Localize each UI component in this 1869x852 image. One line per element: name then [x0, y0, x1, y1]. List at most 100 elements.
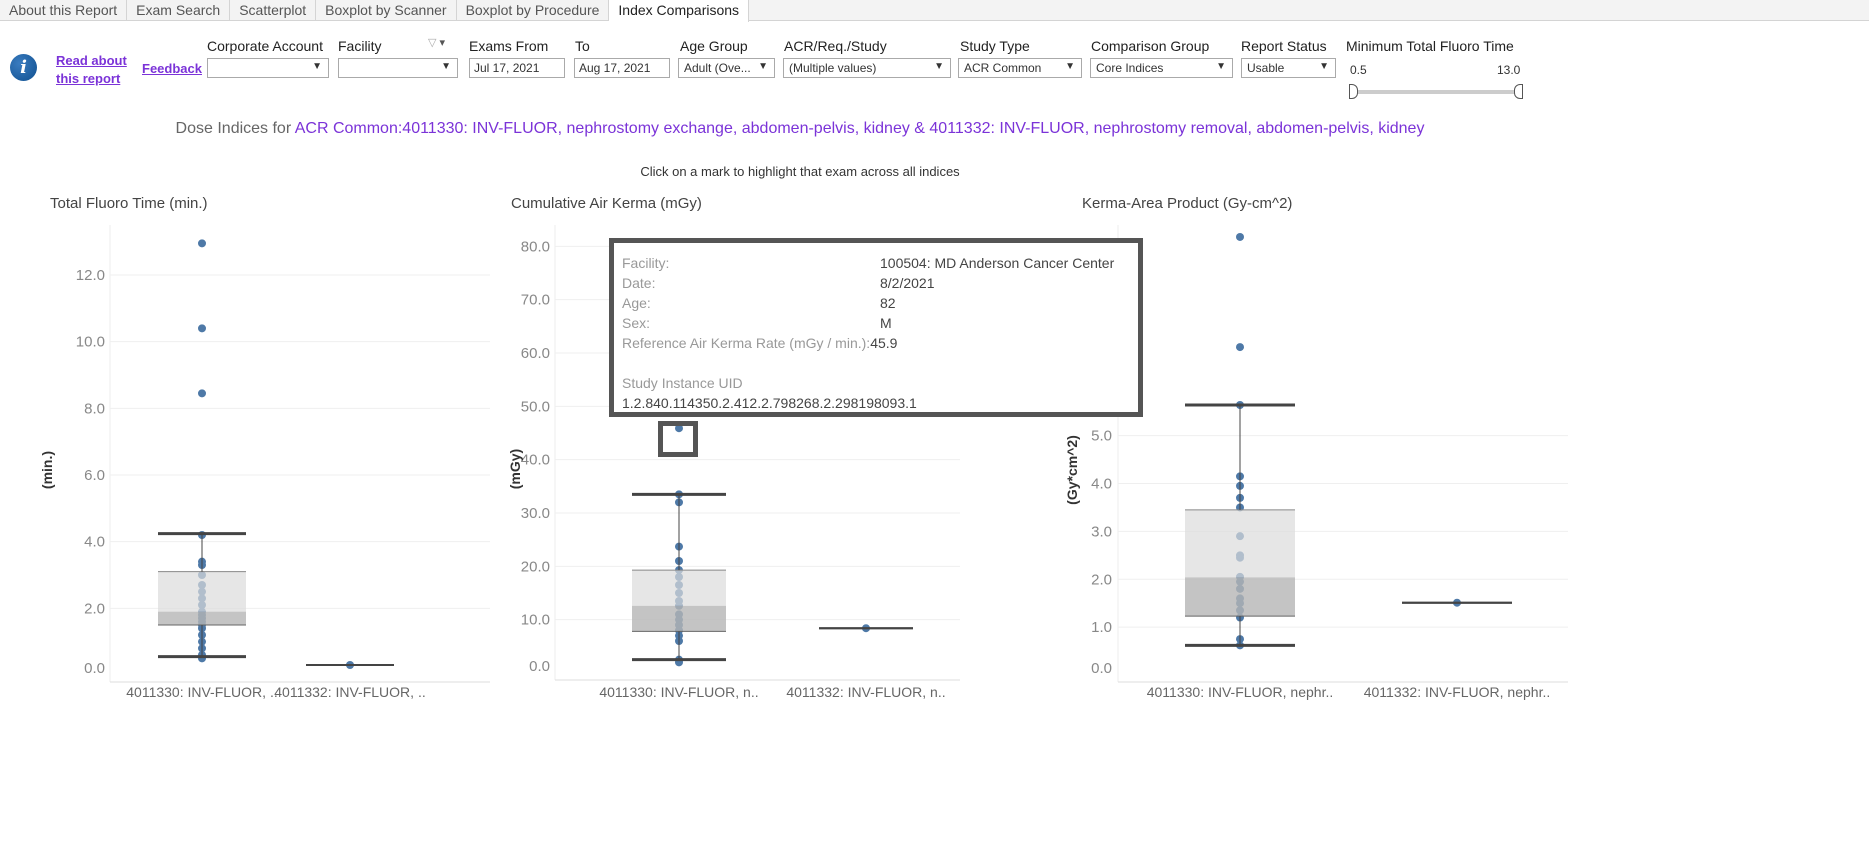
y-tick-label: 0.0: [84, 660, 105, 677]
fluoro-slider-track[interactable]: [1352, 90, 1522, 94]
corporate-account-dropdown[interactable]: ▼: [207, 58, 329, 78]
read-about-link[interactable]: Read about this report: [56, 53, 127, 86]
tooltip: Facility: 100504: MD Anderson Cancer Cen…: [609, 238, 1143, 417]
exams-from-input[interactable]: Jul 17, 2021: [469, 58, 565, 78]
tooltip-age-value: 82: [880, 295, 896, 311]
x-category-label: 4011330: INV-FLUOR, n..: [599, 684, 758, 700]
chevron-down-icon: ▼: [441, 61, 451, 72]
data-point[interactable]: [198, 324, 206, 333]
acr-study-dropdown[interactable]: (Multiple values) ▼: [783, 58, 951, 78]
slider-handle-min[interactable]: [1349, 84, 1358, 99]
chevron-down-icon: ▼: [312, 61, 322, 72]
x-category-label: 4011332: INV-FLUOR, ..: [274, 684, 425, 700]
age-group-value: Adult (Ove...: [684, 61, 751, 75]
y-tick-label: 40.0: [521, 452, 550, 469]
y-tick-label: 0.0: [1091, 660, 1112, 677]
chart-title-kap: Kerma-Area Product (Gy-cm^2): [1082, 195, 1293, 212]
data-point[interactable]: [1236, 232, 1244, 241]
tab-boxplot-scanner[interactable]: Boxplot by Scanner: [316, 0, 457, 21]
y-tick-label: 12.0: [76, 267, 105, 284]
y-tick-label: 4.0: [1091, 476, 1112, 493]
tab-scatterplot[interactable]: Scatterplot: [230, 0, 317, 21]
x-category-label: 4011330: INV-FLUOR, nephr..: [1147, 684, 1334, 700]
to-input[interactable]: Aug 17, 2021: [574, 58, 670, 78]
y-tick-label: 20.0: [521, 558, 550, 575]
data-point[interactable]: [1236, 343, 1244, 352]
exams-from-label: Exams From: [469, 38, 549, 54]
y-tick-label: 3.0: [1091, 523, 1112, 540]
y-tick-label: 70.0: [521, 292, 550, 309]
acr-study-value: (Multiple values): [789, 61, 877, 75]
slider-handle-max[interactable]: [1514, 84, 1523, 99]
y-tick-label: 10.0: [521, 612, 550, 629]
box-upper: [1185, 509, 1295, 578]
comparison-group-dropdown[interactable]: Core Indices ▼: [1090, 58, 1233, 78]
y-tick-label: 30.0: [521, 505, 550, 522]
info-icon[interactable]: i: [10, 54, 37, 81]
data-point[interactable]: [198, 239, 206, 248]
y-tick-label: 10.0: [76, 334, 105, 351]
filter-icon[interactable]: ▽ ▾: [428, 37, 446, 49]
chevron-down-icon: ▼: [934, 61, 944, 72]
box-lower: [632, 605, 726, 632]
feedback-link[interactable]: Feedback: [142, 61, 202, 76]
y-tick-label: 50.0: [521, 398, 550, 415]
to-label: To: [575, 38, 590, 54]
corporate-account-label: Corporate Account: [207, 38, 323, 54]
data-point[interactable]: [198, 389, 206, 398]
chevron-down-icon: ▼: [1216, 61, 1226, 72]
study-type-label: Study Type: [960, 38, 1030, 54]
y-tick-label: 2.0: [84, 600, 105, 617]
study-type-dropdown[interactable]: ACR Common ▼: [958, 58, 1082, 78]
tab-exam-search[interactable]: Exam Search: [127, 0, 231, 21]
report-status-value: Usable: [1247, 61, 1285, 75]
tab-about[interactable]: About this Report: [0, 0, 128, 21]
y-tick-label: 1.0: [1091, 619, 1112, 636]
study-type-value: ACR Common: [964, 61, 1042, 75]
chevron-down-icon: ▼: [1065, 61, 1075, 72]
y-tick-label: 6.0: [84, 467, 105, 484]
age-group-label: Age Group: [680, 38, 748, 54]
report-status-label: Report Status: [1241, 38, 1327, 54]
tooltip-uid-value: 1.2.840.114350.2.412.2.798268.2.29819809…: [622, 395, 917, 411]
chart-title-air-kerma: Cumulative Air Kerma (mGy): [511, 195, 702, 212]
facility-label: Facility: [338, 38, 382, 54]
x-category-label: 4011330: INV-FLUOR, ..: [126, 684, 277, 700]
acr-study-label: ACR/Req./Study: [784, 38, 887, 54]
tooltip-facility-value: 100504: MD Anderson Cancer Center: [880, 255, 1115, 271]
y-axis-title: (Gy*cm^2): [1064, 435, 1080, 505]
tooltip-date-value: 8/2/2021: [880, 275, 935, 291]
box-upper: [158, 571, 246, 612]
y-tick-label: 5.0: [1091, 428, 1112, 445]
chevron-down-icon: ▼: [758, 61, 768, 72]
chart-title-fluoro: Total Fluoro Time (min.): [50, 195, 208, 212]
box-upper: [632, 570, 726, 606]
box-lower: [1185, 577, 1295, 617]
tooltip-rate: Reference Air Kerma Rate (mGy / min.):45…: [622, 335, 897, 351]
tooltip-date-label: Date:: [622, 275, 656, 291]
tab-boxplot-procedure[interactable]: Boxplot by Procedure: [457, 0, 610, 21]
data-point[interactable]: [675, 424, 683, 433]
facility-dropdown[interactable]: ▼: [338, 58, 458, 78]
hint-text: Click on a mark to highlight that exam a…: [640, 164, 960, 179]
subtitle-prefix: Dose Indices for: [175, 120, 295, 137]
tooltip-rate-value: 45.9: [870, 335, 898, 351]
age-group-dropdown[interactable]: Adult (Ove... ▼: [678, 58, 775, 78]
y-tick-label: 80.0: [521, 238, 550, 255]
y-axis-title: (min.): [39, 451, 55, 489]
chevron-down-icon: ▼: [1319, 61, 1329, 72]
slider-min-value: 0.5: [1350, 63, 1367, 77]
subtitle-procedures: ACR Common:4011330: INV-FLUOR, nephrosto…: [294, 120, 1425, 137]
x-category-label: 4011332: INV-FLUOR, nephr..: [1364, 684, 1551, 700]
y-tick-label: 8.0: [84, 400, 105, 417]
report-status-dropdown[interactable]: Usable ▼: [1241, 58, 1336, 78]
selected-mark-highlight: [658, 421, 698, 457]
box-lower: [158, 611, 246, 625]
comparison-group-value: Core Indices: [1096, 61, 1164, 75]
comparison-group-label: Comparison Group: [1091, 38, 1210, 54]
y-axis-title: (mGy): [507, 449, 523, 489]
y-tick-label: 2.0: [1091, 571, 1112, 588]
tab-index-comparisons[interactable]: Index Comparisons: [609, 0, 750, 22]
tooltip-sex-label: Sex:: [622, 315, 651, 331]
y-tick-label: 4.0: [84, 534, 105, 551]
